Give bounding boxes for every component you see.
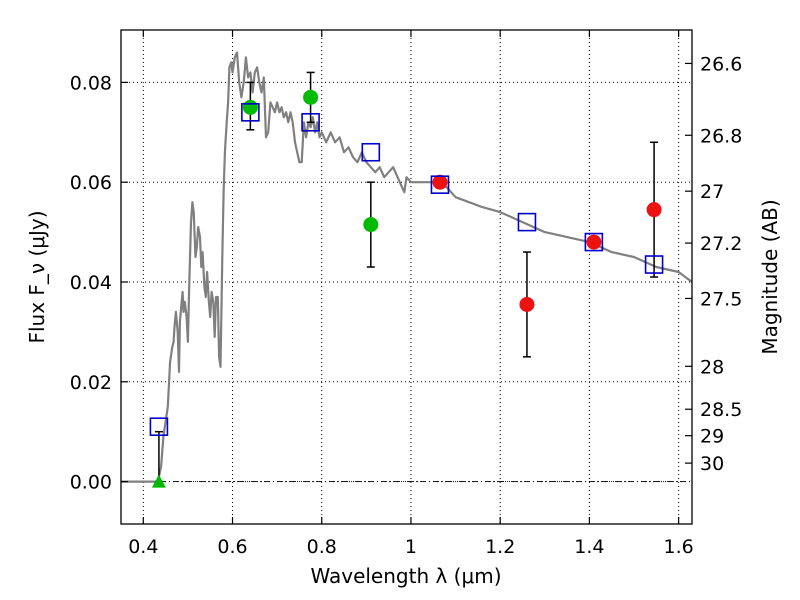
observed-optical-point — [303, 89, 319, 105]
right-axis-tick-label: 28 — [700, 356, 724, 378]
x-tick-label: 1 — [405, 536, 417, 558]
axis-ticks — [121, 30, 692, 524]
model-photometry-square — [241, 103, 260, 122]
y-tick-label: 0.06 — [70, 172, 112, 194]
model-photometry-square — [301, 113, 320, 132]
y-tick-label: 0.02 — [70, 372, 112, 394]
model-photometry-square — [430, 175, 450, 194]
plot-border — [120, 29, 693, 525]
x-tick-label: 1.6 — [664, 536, 694, 558]
tick-labels: 0.4 0.6 0.8 1 1.2 1.4 1.6 0.00 0.02 0.04 0.06 0.08 2… — [70, 53, 743, 558]
y-tick-label: 0.00 — [70, 472, 112, 494]
right-axis-tick-label: 27 — [700, 181, 724, 203]
plot-frame — [120, 29, 693, 525]
x-tick-label: 1.4 — [574, 536, 604, 558]
y-tick-label: 0.08 — [70, 72, 112, 94]
model-photometry-square — [517, 212, 537, 232]
x-tick-label: 1.2 — [485, 536, 515, 558]
error-bars — [154, 71, 659, 483]
model-photometry-square — [361, 142, 381, 162]
right-axis-tick-label: 26.8 — [700, 125, 742, 147]
observed-nir-point — [432, 174, 448, 190]
x-axis-title: Wavelength λ (μm) — [310, 564, 501, 588]
observed-optical-point — [363, 217, 379, 233]
observed-optical-point — [242, 99, 258, 115]
x-tick-label: 0.8 — [307, 536, 337, 558]
y-tick-label: 0.04 — [70, 272, 112, 294]
data-markers — [149, 89, 664, 488]
upper-limit-triangle — [151, 474, 166, 488]
right-axis-tick-label: 27.5 — [700, 288, 742, 310]
right-axis-tick-label: 29 — [700, 426, 724, 448]
x-tick-label: 0.4 — [128, 536, 158, 558]
observed-nir-point — [586, 234, 602, 250]
right-axis-tick-label: 28.5 — [700, 399, 742, 421]
model-photometry-square — [644, 255, 664, 274]
right-axis-title: Magnitude (AB) — [758, 199, 782, 354]
observed-nir-point — [646, 202, 662, 218]
model-spectrum — [121, 51, 693, 483]
observed-nir-point — [519, 296, 535, 312]
model-photometry-square — [584, 232, 604, 252]
right-axis-tick-label: 26.6 — [700, 53, 742, 75]
model-photometry-square — [149, 417, 169, 436]
right-axis-tick-label: 27.2 — [700, 233, 742, 255]
spectrum-line — [121, 51, 693, 483]
y-axis-title: Flux F_ν (μJy) — [25, 210, 49, 343]
x-tick-label: 0.6 — [217, 536, 247, 558]
right-axis-tick-label: 30 — [700, 453, 724, 475]
